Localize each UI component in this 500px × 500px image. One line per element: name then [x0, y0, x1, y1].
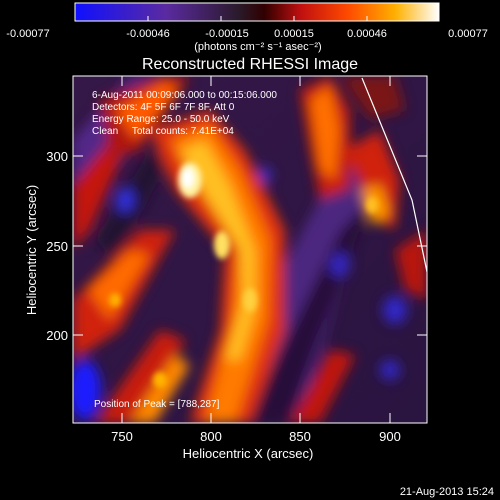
x-tick-label: 900: [379, 429, 401, 444]
bright-spot: [243, 288, 257, 312]
right-orange-band: [310, 85, 340, 180]
x-tick-label: 850: [289, 429, 311, 444]
colorbar-units-label: (photons cm⁻² s⁻¹ asec⁻²): [194, 41, 321, 53]
y-tick-label: 200: [46, 328, 68, 343]
x-axis-ticks: [121, 76, 391, 423]
orange-ridge: [115, 80, 180, 140]
blue-spot: [73, 360, 101, 420]
y-tick-label: 300: [46, 149, 68, 164]
total-counts: Clean Total counts: 7.41E+04: [92, 126, 234, 137]
main-ridge-yellow: [180, 140, 255, 360]
colorbar-tick-label: 0.00015: [274, 28, 314, 40]
plot-frame: [72, 75, 428, 424]
colorbar-tick-label: 0.00046: [347, 28, 387, 40]
main-ridge-orange: [170, 125, 270, 423]
colorbar-tick-label: -0.00015: [205, 28, 248, 40]
orange-band: [88, 250, 150, 320]
y-tick-label: 250: [46, 239, 68, 254]
blue-spot: [383, 296, 407, 324]
blue-spot: [330, 253, 350, 277]
top-right-red: [340, 76, 405, 120]
colorbar-gradient: [74, 2, 440, 22]
y-axis-label: Heliocentric Y (arcsec): [24, 185, 39, 315]
bright-spot: [153, 372, 167, 388]
colorbar-tick-label: -0.00077: [6, 28, 49, 40]
dark-band: [95, 150, 175, 260]
blue-spot: [116, 188, 134, 212]
bright-spot: [109, 293, 121, 307]
x-tick-label: 800: [200, 429, 222, 444]
y-axis-ticks: [73, 155, 427, 336]
blue-spot: [258, 166, 272, 184]
observation-info: 6-Aug-2011 00:09:06.000 to 00:15:06.000 …: [92, 90, 277, 137]
bright-spot: [214, 231, 230, 259]
image-highlights: [109, 162, 378, 388]
colorbar: -0.00077 -0.00046 -0.00015 0.00015 0.000…: [6, 2, 488, 53]
time-range: 6-Aug-2011 00:09:06.000 to 00:15:06.000: [92, 90, 277, 101]
right-red-band: [395, 230, 427, 300]
blue-spot: [380, 360, 400, 380]
footer-timestamp: 21-Aug-2013 15:24: [400, 486, 494, 498]
right-red-band: [290, 350, 355, 423]
detectors: Detectors: 4F 5F 6F 7F 8F, Att 0: [92, 102, 235, 113]
red-band: [73, 140, 125, 250]
x-axis-label: Heliocentric X (arcsec): [183, 446, 314, 461]
bright-core: [182, 168, 194, 188]
x-tick-label: 750: [111, 429, 133, 444]
energy-range: Energy Range: 25.0 - 50.0 keV: [92, 114, 230, 125]
colorbar-tick-label: 0.00077: [448, 28, 488, 40]
peak-position: Position of Peak = [788,287]: [94, 399, 220, 410]
red-band: [95, 330, 185, 423]
plot-title: Reconstructed RHESSI Image: [142, 56, 358, 73]
solar-limb: [361, 77, 427, 273]
image-blobs: [73, 76, 427, 423]
orange-band: [130, 355, 190, 423]
colorbar-tick-label: -0.00046: [126, 28, 169, 40]
colorbar-ticks: [74, 16, 440, 21]
reconstructed-image: [73, 76, 427, 423]
bright-spot: [366, 197, 378, 213]
